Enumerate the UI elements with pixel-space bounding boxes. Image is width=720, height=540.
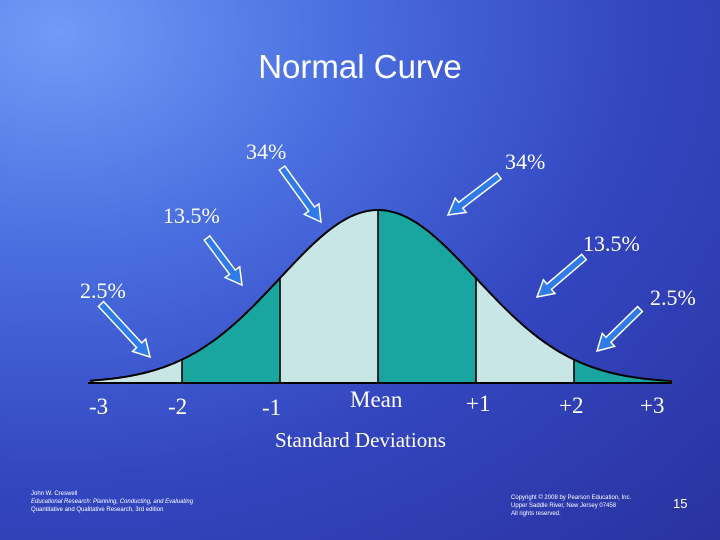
band-tail-left	[93, 359, 182, 383]
curve-outline	[89, 209, 673, 383]
arrow-13-5-left	[203, 234, 243, 287]
band-34-right	[378, 210, 476, 383]
sd-label-minus-1: -1	[262, 395, 282, 420]
sd-label-plus-3: +3	[640, 393, 665, 418]
band-34-left	[280, 210, 378, 383]
arrow-34-left	[278, 164, 322, 224]
arrow-2-5-left	[97, 300, 152, 359]
label-13-5-left: 13.5%	[163, 203, 220, 228]
label-2-5-left: 2.5%	[80, 278, 126, 303]
sd-label-plus-1: +1	[466, 391, 491, 416]
label-2-5-right: 2.5%	[650, 285, 696, 310]
arrow-2-5-right	[595, 305, 644, 353]
publisher-address: Upper Saddle River, New Jersey 07458	[511, 503, 617, 509]
footer-author: John W. Creswell	[31, 491, 78, 497]
arrow-34-right	[446, 172, 503, 216]
footer-citation: John W. Creswell Educational Research: P…	[31, 490, 193, 514]
band-tail-right	[574, 359, 672, 383]
label-13-5-right: 13.5%	[583, 231, 640, 256]
footer-book-title: Educational Research: Planning, Conducti…	[31, 499, 194, 505]
slide-title: Normal Curve	[258, 48, 462, 85]
label-34-left: 34%	[246, 139, 287, 164]
rights-line: All rights reserved.	[511, 511, 561, 517]
sd-label-minus-3: -3	[89, 394, 109, 419]
sd-label-plus-2: +2	[559, 393, 584, 418]
label-34-right: 34%	[505, 149, 546, 174]
sd-label-mean: Mean	[350, 387, 403, 412]
copyright-line: Copyright © 2008 by Pearson Education, I…	[511, 495, 632, 501]
footer-copyright: Copyright © 2008 by Pearson Education, I…	[511, 494, 631, 518]
footer-edition: Quantitative and Qualitative Research, 3…	[31, 507, 164, 513]
page-number: 15	[673, 496, 688, 511]
sd-label-minus-2: -2	[168, 394, 188, 419]
axis-title: Standard Deviations	[275, 428, 446, 452]
arrow-13-5-right	[535, 253, 588, 298]
